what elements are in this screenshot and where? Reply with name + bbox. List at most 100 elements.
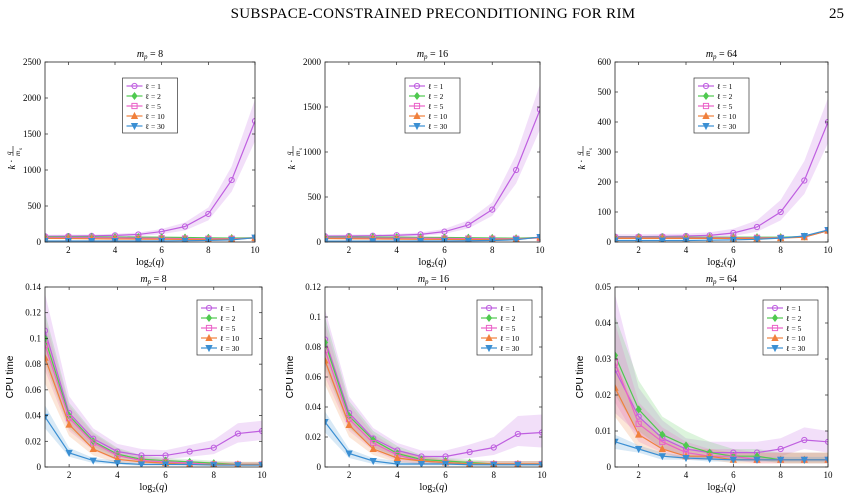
- x-tick-label: 4: [113, 245, 118, 255]
- legend-label-4: ℓ = 10: [786, 334, 805, 343]
- data-point: [325, 346, 329, 354]
- data-point: [228, 176, 235, 184]
- data-point: [234, 462, 242, 467]
- legend-marker-5: [413, 123, 421, 131]
- data-point: [181, 237, 189, 242]
- data-point: [466, 448, 473, 456]
- y-tick-label: 1000: [303, 147, 322, 157]
- legend-label-1: ℓ = 1: [717, 82, 733, 91]
- data-point: [325, 338, 329, 347]
- data-point: [824, 438, 828, 445]
- data-point: [658, 444, 666, 453]
- series-line-4: [45, 357, 262, 466]
- y-label-denominator-sub: s: [19, 148, 24, 150]
- y-label-numerator: q: [575, 151, 583, 155]
- legend-marker-2: [771, 313, 779, 323]
- series-line-1: [325, 109, 540, 237]
- data-point: [512, 236, 520, 242]
- x-tick-label: 2: [636, 245, 641, 255]
- legend-label-4: ℓ = 10: [717, 112, 736, 121]
- y-tick-label: 1500: [23, 129, 42, 139]
- data-point: [514, 430, 521, 438]
- y-axis-label: k · q ms: [575, 146, 594, 169]
- legend-marker-5: [130, 123, 139, 131]
- y-tick-label: 300: [598, 147, 612, 157]
- y-tick-label: 0.05: [595, 282, 611, 292]
- y-tick-label: 200: [598, 177, 612, 187]
- data-point: [706, 237, 714, 242]
- legend-marker-5: [771, 344, 779, 353]
- y-tick-label: 500: [28, 201, 42, 211]
- y-tick-label: 0.12: [25, 308, 41, 318]
- legend-marker-1: [485, 304, 493, 312]
- data-point: [753, 456, 761, 464]
- legend-marker-2: [485, 313, 493, 323]
- series-line-4: [325, 236, 540, 241]
- band-5: [615, 434, 828, 462]
- x-tick-label: 8: [778, 245, 783, 255]
- data-point: [514, 461, 522, 467]
- x-tick-label: 8: [206, 245, 211, 255]
- y-tick-label: 0.08: [305, 342, 321, 352]
- y-axis-label: CPU time: [575, 355, 586, 398]
- legend-label-4: ℓ = 10: [220, 334, 239, 343]
- legend-label-2: ℓ = 2: [500, 314, 516, 323]
- y-tick-label: 0.03: [595, 354, 611, 364]
- data-point: [800, 232, 808, 241]
- axes-frame: [44, 286, 263, 468]
- x-tick-label: 4: [684, 470, 689, 480]
- legend-label-1: ℓ = 1: [146, 82, 162, 91]
- axes-frame: [44, 61, 256, 243]
- legend-label-2: ℓ = 2: [717, 92, 733, 101]
- x-tick-label: 2: [636, 470, 641, 480]
- y-tick-label: 0: [317, 237, 322, 247]
- y-tick-label: 0.14: [25, 282, 41, 292]
- x-tick-label: 10: [251, 245, 261, 255]
- data-point: [659, 430, 666, 439]
- band-4: [615, 359, 828, 464]
- y-axis-label: k · q ms: [5, 146, 24, 169]
- series-line-1: [325, 339, 542, 458]
- legend-marker-1: [413, 82, 421, 90]
- legend-label-5: ℓ = 30: [786, 344, 805, 353]
- x-tick-label: 10: [258, 470, 268, 480]
- legend-marker-4: [702, 111, 710, 119]
- data-point: [635, 405, 642, 414]
- y-tick-label: 0.04: [25, 411, 41, 421]
- y-tick-label: 0.1: [310, 312, 321, 322]
- legend-label-5: ℓ = 30: [717, 122, 736, 131]
- y-label-denominator: m: [14, 151, 22, 156]
- x-tick-label: 6: [163, 470, 168, 480]
- legend-marker-1: [771, 304, 779, 312]
- data-point: [186, 461, 194, 467]
- x-tick-label: 10: [536, 245, 546, 255]
- data-point: [800, 456, 808, 464]
- x-tick-label: 4: [115, 470, 120, 480]
- data-point: [513, 166, 520, 174]
- x-tick-label: 4: [395, 470, 400, 480]
- legend: ℓ = 1ℓ = 2ℓ = 5ℓ = 10ℓ = 30: [404, 77, 461, 134]
- chart-title: mp = 8: [137, 49, 163, 61]
- legend-label-3: ℓ = 5: [146, 102, 162, 111]
- data-point: [615, 237, 619, 242]
- series-line-5: [45, 237, 255, 242]
- y-tick-label: 1500: [303, 102, 322, 112]
- x-axis-label: log2(q): [708, 257, 736, 269]
- data-point: [369, 444, 377, 453]
- y-tick-label: 0.08: [25, 359, 41, 369]
- x-tick-label: 6: [731, 245, 736, 255]
- legend-label-3: ℓ = 5: [428, 102, 444, 111]
- y-tick-label: 0.04: [595, 318, 611, 328]
- data-point: [89, 457, 97, 465]
- y-label-denominator-sub: s: [589, 148, 594, 150]
- y-tick-label: 400: [598, 117, 612, 127]
- data-point: [682, 454, 690, 463]
- data-point: [777, 208, 784, 216]
- legend-label-5: ℓ = 30: [500, 344, 519, 353]
- legend-marker-2: [205, 313, 213, 323]
- legend-marker-5: [485, 344, 493, 353]
- series-line-1: [45, 330, 262, 457]
- y-label-numerator: q: [285, 151, 293, 155]
- data-point: [325, 356, 329, 364]
- series-line-5: [45, 416, 262, 466]
